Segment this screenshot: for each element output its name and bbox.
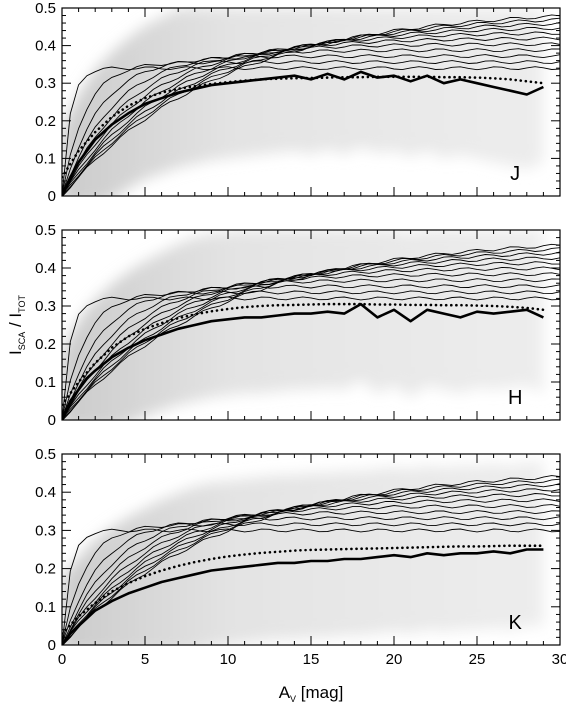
y-tick-label: 0.5	[35, 0, 56, 17]
solid-series-line	[62, 548, 544, 645]
contour-line	[62, 522, 560, 644]
y-tick-label: 0.3	[35, 75, 56, 92]
y-tick-label: 0.3	[35, 522, 56, 539]
contour-line	[62, 296, 560, 420]
contour-line	[62, 54, 560, 195]
panel-H: 0 0.1 0.2 0.3 0.4 0.5 H	[35, 222, 561, 429]
y-tick-label: 0.1	[35, 599, 56, 616]
y-tick-label: 0.5	[35, 446, 56, 463]
y-tick-label: 0	[48, 637, 56, 654]
contour-line	[62, 478, 560, 645]
contour-line	[62, 261, 560, 420]
y-tick-label: 0	[48, 188, 56, 205]
dotted-series-line	[62, 302, 545, 407]
y-tick-label: 0.3	[35, 298, 56, 315]
contour-line	[62, 510, 560, 645]
y-tick-label: 0.1	[35, 150, 56, 167]
contour-line	[62, 493, 560, 645]
contour-line	[62, 278, 560, 420]
tick-marks	[61, 453, 561, 646]
panel-J: 0 0.1 0.2 0.3 0.4 0.5 J	[35, 0, 561, 205]
x-tick-label: 25	[469, 651, 486, 668]
x-tick-label: 15	[303, 651, 320, 668]
x-tick-label: 0	[58, 651, 66, 668]
panels-layer: 0 0.1 0.2 0.3 0.4 0.5 J 0 0.1 0.2 0.3 0.4 0.5 H 0 0.1 0.…	[35, 0, 566, 668]
contour-line	[62, 284, 560, 419]
x-tick-label: 20	[386, 651, 403, 668]
contour-line	[62, 60, 560, 195]
contour-line	[62, 48, 560, 196]
contour-line	[62, 528, 560, 645]
y-tick-label: 0.4	[35, 260, 56, 277]
y-tick-label: 0.2	[35, 561, 56, 578]
y-tick-label: 0.4	[35, 484, 56, 501]
y-tick-label: 0.1	[35, 374, 56, 391]
x-axis-title: AV [mag]	[279, 683, 344, 704]
contour-line	[62, 247, 560, 420]
contour-line	[62, 516, 560, 644]
y-tick-label: 0.5	[35, 222, 56, 239]
tick-marks	[61, 229, 561, 421]
tick-marks	[61, 7, 561, 197]
density-background	[62, 454, 560, 645]
contour-line	[62, 17, 560, 196]
contour-line	[62, 266, 560, 420]
contour-line	[62, 31, 560, 196]
contour-line	[62, 290, 560, 419]
contour-line	[62, 272, 560, 420]
y-tick-label: 0	[48, 412, 56, 429]
axis-titles: AV [mag] ISCA / ITOT	[6, 295, 343, 704]
contour-line	[62, 475, 560, 645]
solid-series-line	[62, 302, 544, 420]
y-tick-label: 0.4	[35, 38, 56, 55]
x-tick-label: 5	[141, 651, 149, 668]
dotted-series-line	[62, 75, 545, 179]
x-tick-label: 10	[220, 651, 237, 668]
panel-K: 0 0.1 0.2 0.3 0.4 0.5 0 5 10 15 20 25 30 K	[35, 446, 566, 668]
contour-line	[62, 504, 560, 645]
contour-line	[62, 243, 560, 420]
contour-line	[62, 14, 560, 196]
density-background	[62, 8, 560, 196]
contour-line	[62, 27, 560, 196]
y-tick-label: 0.2	[35, 336, 56, 353]
density-background	[62, 230, 560, 420]
x-tick-label: 30	[552, 651, 566, 668]
y-tick-label: 0.2	[35, 113, 56, 130]
band-label: K	[509, 612, 523, 634]
dotted-series-line	[62, 544, 545, 635]
band-label: H	[508, 387, 522, 409]
band-label: J	[510, 163, 520, 185]
solid-series-line	[62, 70, 544, 196]
density-contours	[62, 243, 560, 420]
contour-line	[62, 66, 560, 196]
density-contours	[62, 475, 560, 645]
y-axis-title: ISCA / ITOT	[6, 295, 27, 355]
density-contours	[62, 14, 560, 196]
